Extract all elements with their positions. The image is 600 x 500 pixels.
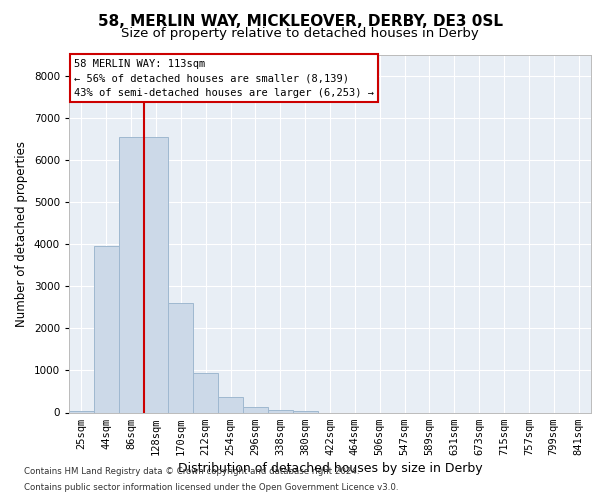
X-axis label: Distribution of detached houses by size in Derby: Distribution of detached houses by size … <box>178 462 482 475</box>
Bar <box>169 303 193 412</box>
Bar <box>193 372 218 412</box>
Bar <box>69 411 94 412</box>
Bar <box>218 396 243 412</box>
Text: 58, MERLIN WAY, MICKLEOVER, DERBY, DE3 0SL: 58, MERLIN WAY, MICKLEOVER, DERBY, DE3 0… <box>97 14 503 29</box>
Text: 58 MERLIN WAY: 113sqm
← 56% of detached houses are smaller (8,139)
43% of semi-d: 58 MERLIN WAY: 113sqm ← 56% of detached … <box>74 58 374 98</box>
Text: Contains public sector information licensed under the Open Government Licence v3: Contains public sector information licen… <box>24 484 398 492</box>
Y-axis label: Number of detached properties: Number of detached properties <box>15 141 28 327</box>
Bar <box>293 411 317 412</box>
Bar <box>94 246 119 412</box>
Bar <box>243 408 268 412</box>
Text: Contains HM Land Registry data © Crown copyright and database right 2024.: Contains HM Land Registry data © Crown c… <box>24 467 359 476</box>
Bar <box>143 137 169 412</box>
Bar <box>119 137 143 412</box>
Bar <box>268 410 293 412</box>
Text: Size of property relative to detached houses in Derby: Size of property relative to detached ho… <box>121 28 479 40</box>
